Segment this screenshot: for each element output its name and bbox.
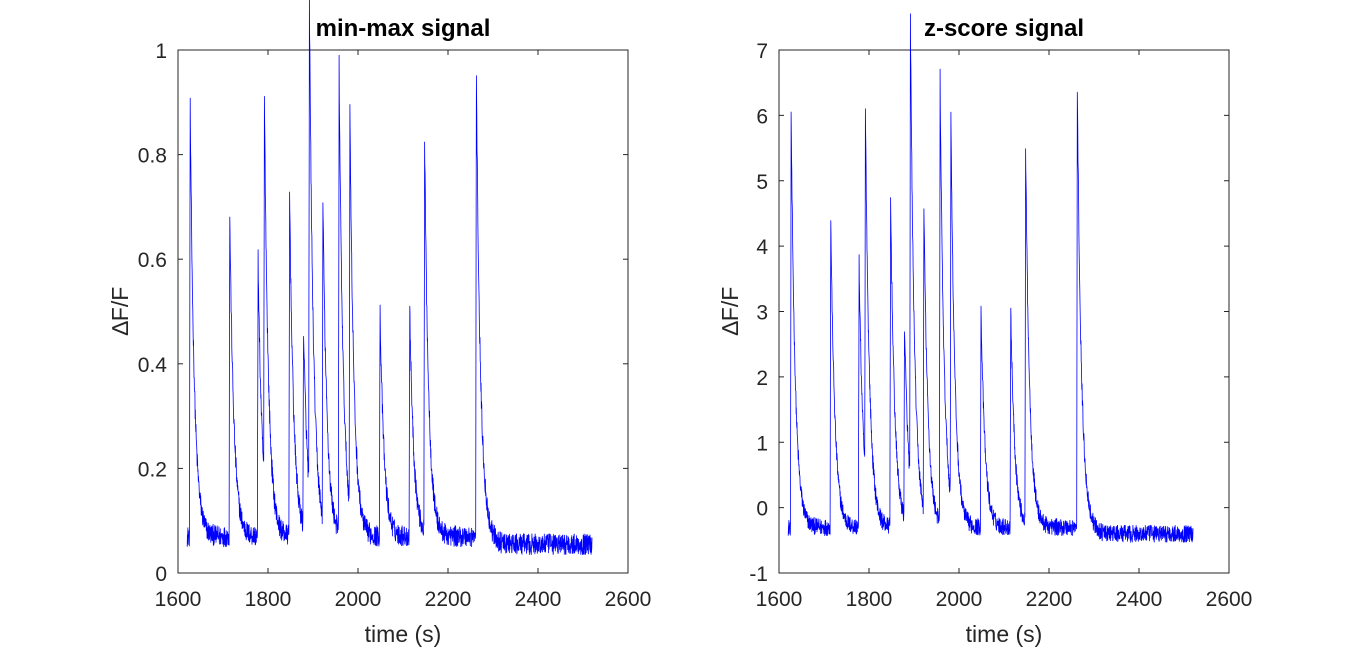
z-score-y-tick-label: 6	[756, 105, 768, 128]
z-score-x-tick-label: 2200	[1026, 588, 1073, 611]
min-max-axes-box	[177, 49, 629, 574]
z-score-y-tick-label: 5	[756, 171, 768, 194]
z-score-y-tick-label: -1	[749, 563, 768, 586]
z-score-y-tick-label: 2	[756, 367, 768, 390]
min-max-ticks: 1600 1800 2000 2200 2400 2600 0 0.2 0.4 0.6 0.8 1	[138, 40, 652, 611]
min-max-x-tick-label: 2000	[335, 588, 382, 611]
z-score-chart-title: z-score signal	[924, 15, 1084, 42]
z-score-axes-box	[778, 49, 1230, 574]
min-max-y-tick-label: 0.8	[138, 145, 167, 168]
z-score-x-tick-label: 1600	[756, 588, 803, 611]
min-max-signal-line	[186, 0, 593, 556]
min-max-y-tick-label: 0.4	[138, 354, 168, 377]
z-score-x-tick-label: 2600	[1206, 588, 1253, 611]
min-max-y-tick-label: 0.2	[138, 458, 167, 481]
z-score-x-axis-label: time (s)	[966, 621, 1043, 647]
z-score-y-tick-label: 4	[756, 236, 768, 259]
z-score-y-tick-label: 3	[756, 302, 768, 325]
z-score-signal-line	[787, 13, 1194, 543]
min-max-x-tick-label: 2400	[515, 588, 562, 611]
z-score-y-tick-label: 1	[756, 432, 768, 455]
z-score-x-tick-label: 2000	[936, 588, 983, 611]
min-max-y-tick-label: 0	[155, 563, 167, 586]
z-score-x-tick-label: 1800	[846, 588, 893, 611]
z-score-panel: 1600 1800 2000 2200 2400 2600 -1 0 1 2 3 4 5 6 7 z-sco…	[717, 13, 1252, 647]
min-max-x-tick-label: 2600	[605, 588, 652, 611]
min-max-x-tick-label: 1600	[155, 588, 202, 611]
z-score-y-axis-label: ∆F/F	[717, 287, 743, 336]
z-score-y-tick-label: 0	[756, 498, 768, 521]
z-score-y-tick-label: 7	[756, 40, 768, 63]
min-max-x-tick-label: 2200	[425, 588, 472, 611]
z-score-ticks: 1600 1800 2000 2200 2400 2600 -1 0 1 2 3 4 5 6 7	[749, 40, 1252, 611]
min-max-y-axis-label: ∆F/F	[107, 287, 133, 336]
min-max-x-axis-label: time (s)	[365, 621, 442, 647]
min-max-y-tick-label: 0.6	[138, 249, 167, 272]
min-max-y-tick-label: 1	[155, 40, 167, 63]
min-max-chart-title: min-max signal	[316, 15, 491, 42]
z-score-x-tick-label: 2400	[1116, 588, 1163, 611]
min-max-panel: 1600 1800 2000 2200 2400 2600 0 0.2 0.4 0.6 0.8 1 m…	[107, 0, 651, 647]
min-max-x-tick-label: 1800	[245, 588, 292, 611]
